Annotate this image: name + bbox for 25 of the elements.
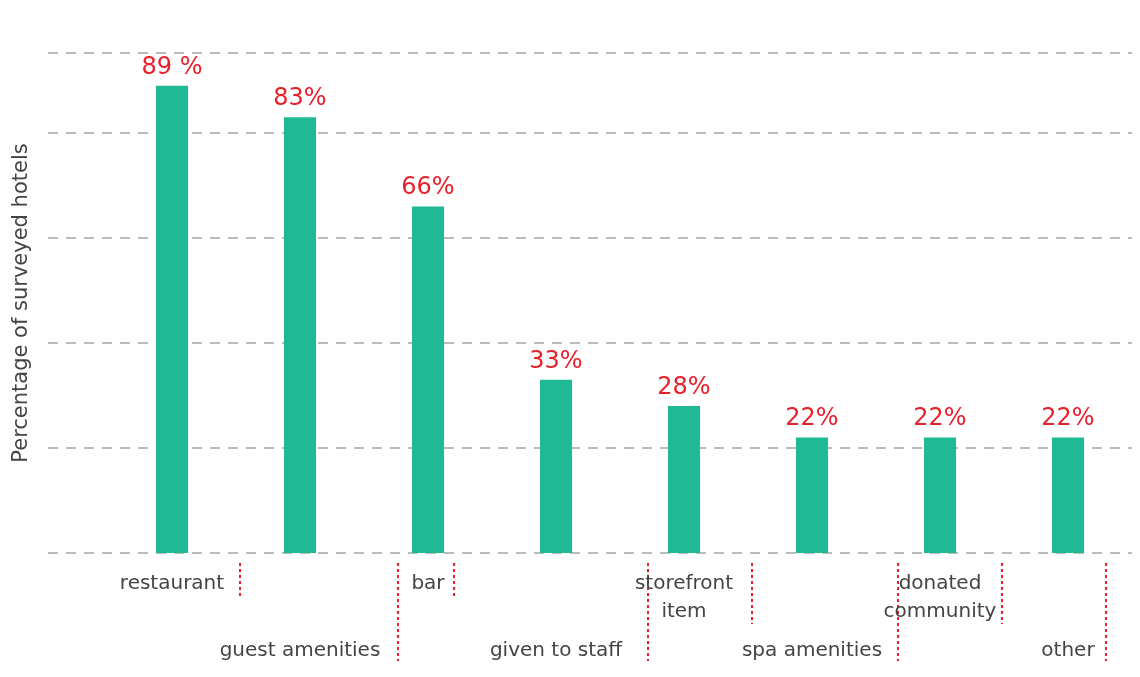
data-label: 33% (529, 345, 583, 374)
bar (540, 379, 572, 553)
data-label: 89 % (141, 51, 203, 80)
bar (796, 437, 828, 553)
data-label: 83% (273, 83, 327, 112)
bar (924, 437, 956, 553)
x-tick-label: other (1041, 637, 1096, 661)
x-tick-label: donated community (883, 570, 997, 622)
bar (156, 85, 188, 553)
bar (1052, 437, 1084, 553)
x-tick-label: bar (411, 570, 446, 594)
data-label: 28% (657, 371, 711, 400)
x-tick-label: restaurant (119, 570, 225, 594)
x-tick-label: guest amenities (219, 637, 381, 661)
bar (284, 117, 316, 553)
data-label: 22% (785, 403, 839, 432)
bar (412, 206, 444, 553)
data-label: 22% (913, 403, 967, 432)
y-axis-title: Percentage of surveyed hotels (8, 143, 33, 463)
x-tick-label: given to staff (489, 637, 624, 661)
data-label: 66% (401, 172, 455, 201)
bar (668, 405, 700, 553)
x-tick-label: storefront item (634, 570, 734, 622)
x-tick-label: spa amenities (741, 637, 883, 661)
data-label: 22% (1041, 403, 1095, 432)
